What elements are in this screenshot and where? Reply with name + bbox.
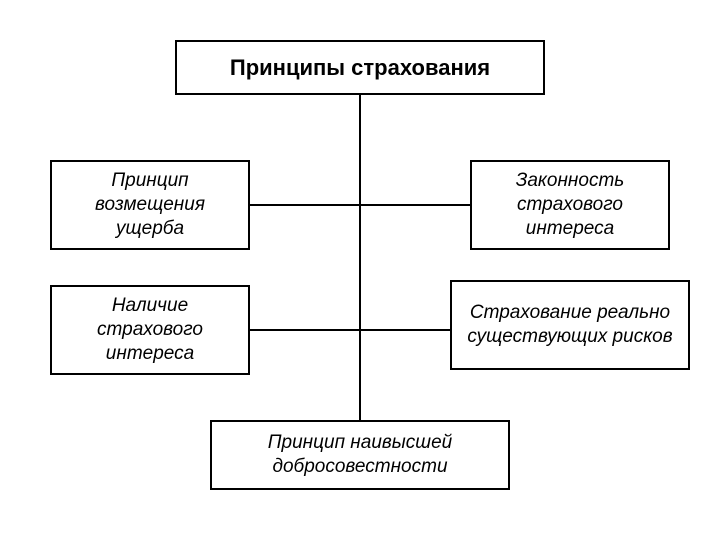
node-right2: Страхование реально существующих рисков [450, 280, 690, 370]
diagram-canvas: Принципы страхования Принцип возмещения … [0, 0, 720, 540]
node-left2-label: Наличие страхового интереса [62, 294, 238, 365]
node-right1: Законность страхового интереса [470, 160, 670, 250]
node-root-label: Принципы страхования [230, 54, 490, 82]
node-left1-label: Принцип возмещения ущерба [62, 169, 238, 240]
node-bottom-label: Принцип наивысшей добросовестности [222, 431, 498, 479]
node-bottom: Принцип наивысшей добросовестности [210, 420, 510, 490]
node-right1-label: Законность страхового интереса [482, 169, 658, 240]
node-right2-label: Страхование реально существующих рисков [462, 301, 678, 349]
node-left2: Наличие страхового интереса [50, 285, 250, 375]
node-left1: Принцип возмещения ущерба [50, 160, 250, 250]
node-root: Принципы страхования [175, 40, 545, 95]
